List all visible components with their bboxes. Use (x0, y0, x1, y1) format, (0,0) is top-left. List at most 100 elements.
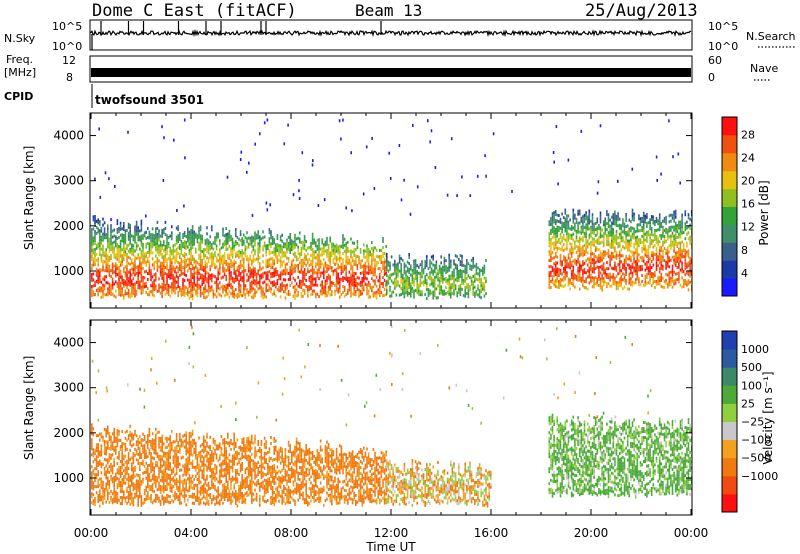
echo-cell (299, 255, 301, 259)
echo-cell (129, 475, 131, 479)
echo-cell (687, 225, 690, 229)
echo-cell (268, 261, 271, 265)
echo-cell (129, 292, 131, 296)
echo-cell (642, 238, 645, 242)
echo-cell (684, 261, 687, 265)
echo-cell (453, 292, 455, 296)
echo-cell (95, 231, 98, 235)
echo-cell (251, 268, 253, 272)
echo-cell (655, 252, 658, 256)
echo-cell (111, 271, 114, 275)
echo-cell (247, 266, 250, 270)
echo-cell (100, 280, 103, 284)
echo-cell (379, 282, 381, 285)
echo-cell (217, 268, 219, 272)
echo-cell (110, 245, 112, 249)
echo-cell (551, 212, 554, 216)
echo-cell (97, 473, 99, 477)
echo-cell (426, 279, 428, 283)
echo-cell (142, 266, 144, 270)
echo-cell (166, 288, 168, 292)
echo-cell (359, 247, 362, 251)
echo-cell (97, 500, 99, 504)
echo-cell (359, 289, 362, 293)
echo-cell (586, 227, 589, 231)
echo-cell (658, 225, 661, 229)
echo-cell (121, 487, 123, 491)
echo-cell (570, 255, 573, 258)
echo-cell (131, 249, 133, 253)
echo-cell (123, 294, 125, 297)
echo-cell (582, 227, 584, 231)
echo-cell (574, 228, 576, 232)
echo-cell (350, 255, 352, 259)
echo-cell (102, 253, 104, 257)
echo-cell (150, 239, 152, 243)
echo-cell (145, 260, 147, 264)
echo-cell (215, 244, 218, 248)
echo-cell (398, 293, 401, 297)
echo-cell (91, 234, 93, 238)
echo-cell (99, 195, 102, 199)
echo-cell (238, 237, 240, 241)
echo-cell (591, 267, 594, 271)
echo-cell (174, 270, 176, 274)
echo-cell (615, 283, 618, 287)
echo-cell (140, 291, 143, 295)
echo-cell (408, 280, 410, 283)
echo-cell (113, 264, 115, 268)
echo-cell (108, 501, 111, 504)
echo-cell (129, 241, 131, 245)
echo-cell (118, 432, 120, 436)
echo-cell (118, 260, 120, 263)
echo-cell (303, 277, 306, 281)
echo-cell (615, 232, 618, 236)
echo-cell (342, 264, 344, 268)
echo-cell (416, 279, 418, 283)
echo-cell (678, 265, 680, 269)
echo-cell (134, 474, 136, 478)
echo-cell (115, 256, 117, 260)
echo-cell (131, 258, 133, 262)
echo-cell (247, 293, 250, 297)
echo-cell (238, 270, 240, 274)
echo-cell (558, 220, 560, 223)
echo-cell (617, 236, 619, 240)
echo-cell (227, 253, 229, 257)
echo-cell (554, 261, 557, 264)
echo-cell (329, 236, 331, 240)
echo-cell (382, 240, 384, 243)
echo-cell (663, 247, 666, 251)
echo-cell (350, 288, 352, 292)
echo-cell (554, 285, 557, 288)
echo-cell (343, 243, 346, 247)
echo-cell (567, 265, 570, 269)
echo-cell (588, 215, 591, 219)
echo-cell (223, 294, 226, 298)
echo-cell (127, 288, 130, 292)
echo-cell (190, 241, 192, 244)
echo-cell (127, 434, 130, 438)
echo-cell (351, 259, 354, 263)
echo-cell (327, 264, 330, 268)
echo-cell (142, 233, 144, 237)
echo-cell (674, 215, 677, 219)
echo-cell (281, 245, 283, 249)
echo-cell (107, 467, 109, 471)
echo-cell (316, 271, 319, 275)
echo-cell (167, 245, 170, 248)
echo-cell (110, 453, 112, 457)
echo-cell (238, 282, 240, 286)
echo-cell (358, 291, 360, 295)
echo-cell (131, 252, 133, 256)
echo-cell (469, 194, 472, 198)
echo-cell (687, 216, 690, 220)
echo-cell (383, 263, 386, 267)
echo-cell (382, 261, 384, 264)
echo-cell (214, 254, 216, 258)
echo-cell (177, 294, 179, 298)
echo-cell (655, 228, 658, 232)
echo-cell (97, 449, 99, 453)
echo-cell (625, 267, 627, 270)
echo-cell (331, 284, 333, 288)
